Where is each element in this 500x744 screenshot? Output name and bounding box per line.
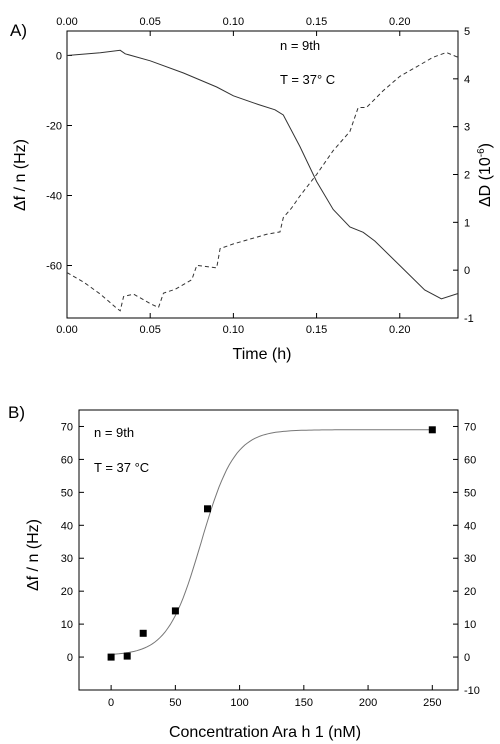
data-point — [107, 653, 115, 661]
y-right-tick-label: 3 — [464, 122, 470, 134]
y-left-tick-label: 30 — [61, 553, 73, 565]
y-right-tick-label: 10 — [464, 619, 476, 631]
panel-b-annotation-t: T = 37 °C — [94, 460, 149, 475]
data-point — [204, 505, 211, 513]
panel-a-annotation-n: n = 9th — [280, 38, 320, 53]
y-left-tick-label: 70 — [61, 421, 73, 433]
x-tick-label: 100 — [230, 697, 248, 709]
y-left-tick-label: -40 — [46, 191, 62, 203]
panel-a-y-left-label: Δf / n (Hz) — [12, 139, 29, 211]
y-left-tick-label: 50 — [61, 487, 73, 499]
panel-a-y-right-label-exp: -6 — [476, 148, 487, 157]
x-tick-label: 150 — [295, 697, 313, 709]
y-left-tick-label: 60 — [61, 454, 73, 466]
fit-curve-line — [111, 429, 433, 655]
panel-a-x-label: Time (h) — [233, 346, 292, 363]
y-right-tick-label: 20 — [464, 586, 476, 598]
panel-b-y-left-label: Δf / n (Hz) — [25, 519, 42, 591]
x-tick-label: 0.15 — [306, 324, 327, 336]
panel-a-label: A) — [10, 21, 27, 40]
y-right-tick-label: 2 — [464, 170, 470, 182]
frequency-series-line — [66, 49, 459, 300]
panel-a-y-right-label: ΔD (10-6) — [476, 143, 494, 207]
x-tick-label: 50 — [169, 697, 181, 709]
x-tick-label: 200 — [359, 697, 377, 709]
y-left-tick-label: 40 — [61, 520, 73, 532]
panel-a-y-left-ticks: -60 -40 -20 0 — [46, 51, 72, 273]
panel-b: B) 0 50 100 150 200 250 0 10 20 30 40 50 60 70 -10 0 1… — [8, 403, 480, 741]
panel-b-y-left-ticks: 0 10 20 30 40 50 60 70 — [61, 421, 84, 664]
y-right-tick-label: 40 — [464, 520, 476, 532]
x-top-tick-label: 0.15 — [306, 16, 327, 28]
panel-b-points — [107, 426, 436, 661]
y-right-tick-label: 0 — [464, 652, 470, 664]
panel-a-x-ticks: 0.00 0.00 0.05 0.05 0.10 0.10 0.15 0.15 0.20 0.20 — [56, 16, 410, 336]
panel-b-x-label: Concentration Ara h 1 (nM) — [169, 724, 361, 741]
x-tick-label: 0 — [108, 697, 114, 709]
y-right-tick-label: 30 — [464, 553, 476, 565]
y-left-tick-label: -60 — [46, 261, 62, 273]
y-right-tick-label: 70 — [464, 421, 476, 433]
y-right-tick-label: 1 — [464, 217, 470, 229]
data-point — [123, 652, 131, 660]
x-tick-label: 0.10 — [223, 324, 244, 336]
y-right-tick-label: 4 — [464, 74, 470, 86]
y-right-tick-label: -10 — [464, 685, 480, 697]
x-top-tick-label: 0.20 — [389, 16, 410, 28]
y-right-tick-label: 50 — [464, 487, 476, 499]
x-top-tick-label: 0.05 — [139, 16, 160, 28]
panel-b-label: B) — [8, 403, 25, 422]
x-top-tick-label: 0.10 — [223, 16, 244, 28]
y-right-tick-label: 60 — [464, 454, 476, 466]
y-left-tick-label: -20 — [46, 121, 62, 133]
panel-a-y-right-label-base: ΔD (10 — [477, 157, 494, 207]
panel-a-annotation-t: T = 37° C — [280, 72, 335, 87]
panel-a-series — [66, 49, 459, 312]
data-point — [171, 607, 179, 615]
panel-a-y-right-ticks: -1 0 1 2 3 4 5 — [453, 26, 474, 325]
x-tick-label: 0.20 — [389, 324, 410, 336]
y-right-tick-label: 5 — [464, 26, 470, 38]
panel-b-x-ticks: 0 50 100 150 200 250 — [108, 685, 441, 709]
x-tick-label: 0.00 — [56, 324, 77, 336]
y-left-tick-label: 0 — [56, 51, 62, 63]
panel-a: A) 0.000.000.050.050.100.100.150.150.200… — [10, 16, 494, 363]
panel-b-annotation-n: n = 9th — [94, 425, 134, 440]
y-left-tick-label: 10 — [61, 619, 73, 631]
y-right-tick-label: 0 — [464, 265, 470, 277]
y-left-tick-label: 0 — [67, 652, 73, 664]
y-right-tick-label: -1 — [464, 313, 474, 325]
dissipation-series-line — [66, 51, 459, 312]
x-tick-label: 250 — [423, 697, 441, 709]
y-left-tick-label: 20 — [61, 586, 73, 598]
x-tick-label: 0.05 — [139, 324, 160, 336]
panel-b-frame — [78, 409, 459, 691]
panel-a-frame — [66, 30, 459, 319]
x-top-tick-label: 0.00 — [56, 16, 77, 28]
data-point — [139, 629, 147, 637]
panel-b-fit — [111, 429, 433, 655]
panel-a-y-right-label-close: ) — [477, 143, 494, 148]
panel-b-y-right-ticks: -10 0 10 20 30 40 50 60 70 — [453, 421, 480, 697]
data-point — [428, 426, 436, 434]
